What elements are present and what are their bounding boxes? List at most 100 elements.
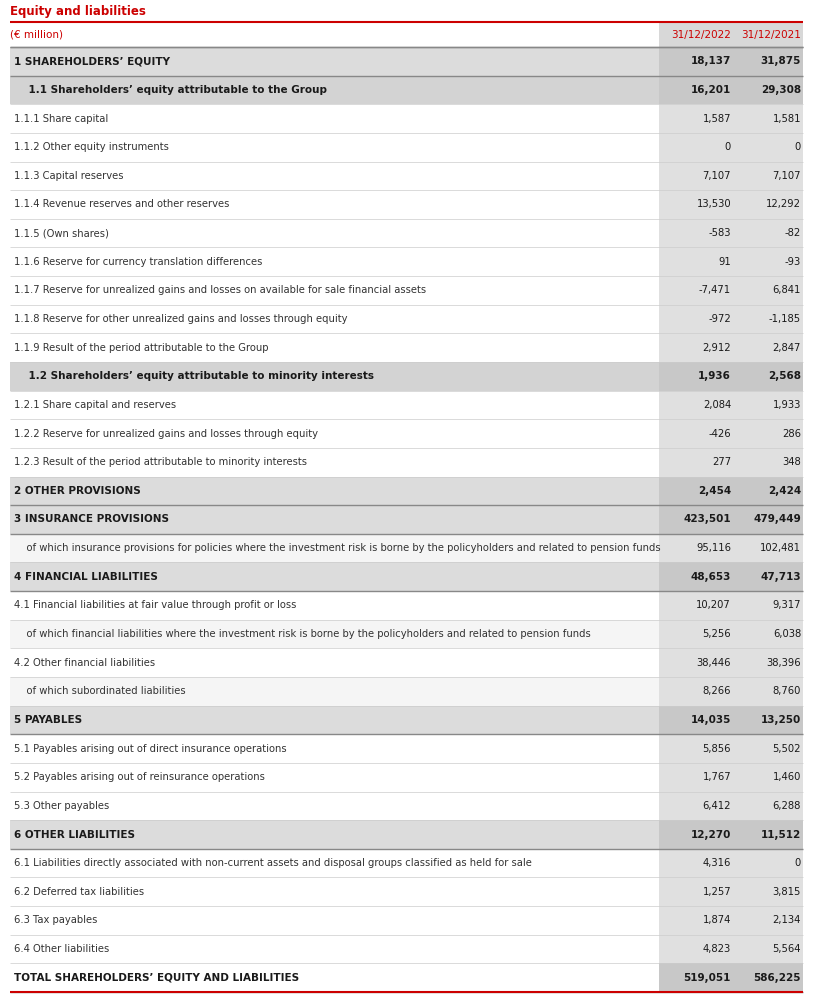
Text: 47,713: 47,713 <box>760 572 801 582</box>
Text: 2,084: 2,084 <box>702 400 731 410</box>
Text: 6,412: 6,412 <box>702 801 731 811</box>
Text: (€ million): (€ million) <box>10 30 63 40</box>
Bar <box>659 133 803 161</box>
Text: 1,874: 1,874 <box>702 916 731 926</box>
Text: 16,201: 16,201 <box>691 85 731 95</box>
Bar <box>10 218 803 247</box>
Text: 5.2 Payables arising out of reinsurance operations: 5.2 Payables arising out of reinsurance … <box>14 773 265 783</box>
Bar <box>659 763 803 792</box>
Text: 38,396: 38,396 <box>767 657 801 667</box>
Text: 13,530: 13,530 <box>697 199 731 209</box>
Bar <box>10 247 803 277</box>
Text: 4,823: 4,823 <box>702 944 731 954</box>
Text: 6 OTHER LIABILITIES: 6 OTHER LIABILITIES <box>14 830 135 840</box>
Text: 5.1 Payables arising out of direct insurance operations: 5.1 Payables arising out of direct insur… <box>14 743 287 754</box>
Bar <box>10 734 803 763</box>
Text: 3,815: 3,815 <box>772 887 801 897</box>
Bar <box>659 362 803 391</box>
Bar <box>659 734 803 763</box>
Bar <box>10 648 803 677</box>
Bar <box>659 821 803 849</box>
Text: 1.1.5 (Own shares): 1.1.5 (Own shares) <box>14 228 109 238</box>
Bar <box>10 878 803 906</box>
Text: 1.2 Shareholders’ equity attributable to minority interests: 1.2 Shareholders’ equity attributable to… <box>14 372 374 382</box>
Bar <box>10 619 803 648</box>
Text: 0: 0 <box>795 858 801 868</box>
Text: 423,501: 423,501 <box>684 514 731 524</box>
Text: 1.1 Shareholders’ equity attributable to the Group: 1.1 Shareholders’ equity attributable to… <box>14 85 327 95</box>
Text: 1.1.2 Other equity instruments: 1.1.2 Other equity instruments <box>14 142 169 152</box>
Text: 13,250: 13,250 <box>761 715 801 725</box>
Text: -93: -93 <box>785 257 801 267</box>
Bar <box>659 562 803 591</box>
Bar <box>659 277 803 305</box>
Bar <box>659 619 803 648</box>
Text: 6.1 Liabilities directly associated with non-current assets and disposal groups : 6.1 Liabilities directly associated with… <box>14 858 532 868</box>
Bar <box>659 705 803 734</box>
Bar <box>659 505 803 534</box>
Bar <box>10 677 803 705</box>
Text: 6,038: 6,038 <box>772 629 801 639</box>
Text: -583: -583 <box>708 228 731 238</box>
Bar <box>10 104 803 133</box>
Bar <box>659 247 803 277</box>
Bar <box>659 906 803 935</box>
Text: 286: 286 <box>782 429 801 439</box>
Text: 31/12/2021: 31/12/2021 <box>741 30 801 40</box>
Text: 5,502: 5,502 <box>772 743 801 754</box>
Text: 6,288: 6,288 <box>772 801 801 811</box>
Bar <box>659 849 803 878</box>
Text: of which insurance provisions for policies where the investment risk is borne by: of which insurance provisions for polici… <box>14 543 661 553</box>
Text: 586,225: 586,225 <box>754 973 801 983</box>
Bar <box>10 821 803 849</box>
Bar <box>10 362 803 391</box>
Text: 4.2 Other financial liabilities: 4.2 Other financial liabilities <box>14 657 155 667</box>
Bar <box>659 477 803 505</box>
Text: 4 FINANCIAL LIABILITIES: 4 FINANCIAL LIABILITIES <box>14 572 158 582</box>
Text: 4,316: 4,316 <box>702 858 731 868</box>
Text: 1.2.3 Result of the period attributable to minority interests: 1.2.3 Result of the period attributable … <box>14 457 307 467</box>
Bar <box>10 534 803 562</box>
Text: 5,856: 5,856 <box>702 743 731 754</box>
Bar <box>659 648 803 677</box>
Text: 48,653: 48,653 <box>690 572 731 582</box>
Bar <box>659 591 803 619</box>
Text: -972: -972 <box>708 314 731 324</box>
Text: 11,512: 11,512 <box>761 830 801 840</box>
Text: 102,481: 102,481 <box>760 543 801 553</box>
Bar <box>10 75 803 104</box>
Text: 38,446: 38,446 <box>697 657 731 667</box>
Bar <box>659 878 803 906</box>
Bar <box>659 104 803 133</box>
Bar <box>659 677 803 705</box>
Bar <box>10 47 803 75</box>
Text: TOTAL SHAREHOLDERS’ EQUITY AND LIABILITIES: TOTAL SHAREHOLDERS’ EQUITY AND LIABILITI… <box>14 973 299 983</box>
Text: -7,471: -7,471 <box>699 286 731 296</box>
Bar <box>659 534 803 562</box>
Bar <box>659 47 803 75</box>
Text: 1.1.4 Revenue reserves and other reserves: 1.1.4 Revenue reserves and other reserve… <box>14 199 229 209</box>
Text: 1.2.2 Reserve for unrealized gains and losses through equity: 1.2.2 Reserve for unrealized gains and l… <box>14 429 318 439</box>
Bar <box>10 705 803 734</box>
Bar <box>10 477 803 505</box>
Bar <box>659 419 803 448</box>
Text: 6.3 Tax payables: 6.3 Tax payables <box>14 916 98 926</box>
Bar <box>10 161 803 190</box>
Bar <box>659 334 803 362</box>
Text: 348: 348 <box>782 457 801 467</box>
Bar <box>659 23 803 47</box>
Text: 2,454: 2,454 <box>698 486 731 496</box>
Text: 2,134: 2,134 <box>772 916 801 926</box>
Text: 5,256: 5,256 <box>702 629 731 639</box>
Text: 0: 0 <box>795 142 801 152</box>
Text: 2 OTHER PROVISIONS: 2 OTHER PROVISIONS <box>14 486 141 496</box>
Text: 14,035: 14,035 <box>690 715 731 725</box>
Text: 5,564: 5,564 <box>772 944 801 954</box>
Text: 2,424: 2,424 <box>767 486 801 496</box>
Bar <box>10 963 803 992</box>
Text: 3 INSURANCE PROVISIONS: 3 INSURANCE PROVISIONS <box>14 514 169 524</box>
Text: 95,116: 95,116 <box>696 543 731 553</box>
Text: 0: 0 <box>724 142 731 152</box>
Bar <box>659 218 803 247</box>
Text: 5.3 Other payables: 5.3 Other payables <box>14 801 109 811</box>
